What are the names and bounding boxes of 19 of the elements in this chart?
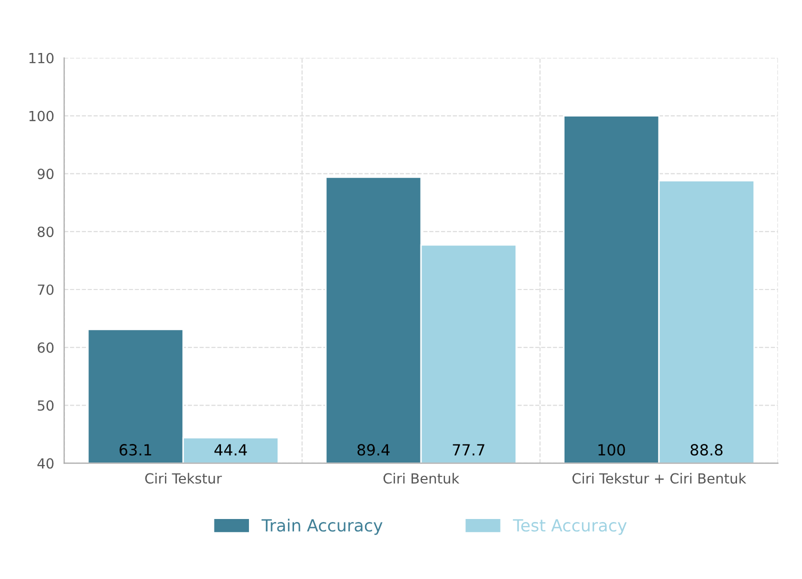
data-label: 100 xyxy=(598,444,625,456)
data-label: 63.1 xyxy=(120,444,152,456)
y-tick-label: 110 xyxy=(29,52,54,64)
y-tick-label: 80 xyxy=(38,226,54,238)
x-tick-label: Ciri Tekstur + Ciri Bentuk xyxy=(572,472,746,484)
y-tick-label: 60 xyxy=(38,342,54,353)
legend-label: Test Accuracy xyxy=(512,519,627,535)
data-label: 44.4 xyxy=(214,444,247,456)
y-tick-label: 50 xyxy=(38,400,54,411)
data-label: 88.8 xyxy=(690,444,723,456)
y-tick-label: 90 xyxy=(38,168,54,180)
x-tick-label: Ciri Tekstur xyxy=(145,472,222,484)
data-label: 77.7 xyxy=(452,444,484,456)
y-tick-label: 40 xyxy=(37,458,54,469)
x-tick-label: Ciri Bentuk xyxy=(383,472,460,484)
legend-label: Train Accuracy xyxy=(262,518,382,535)
data-label: 89.4 xyxy=(357,444,390,456)
y-tick-label: 100 xyxy=(29,110,54,122)
y-tick-label: 70 xyxy=(38,284,54,295)
